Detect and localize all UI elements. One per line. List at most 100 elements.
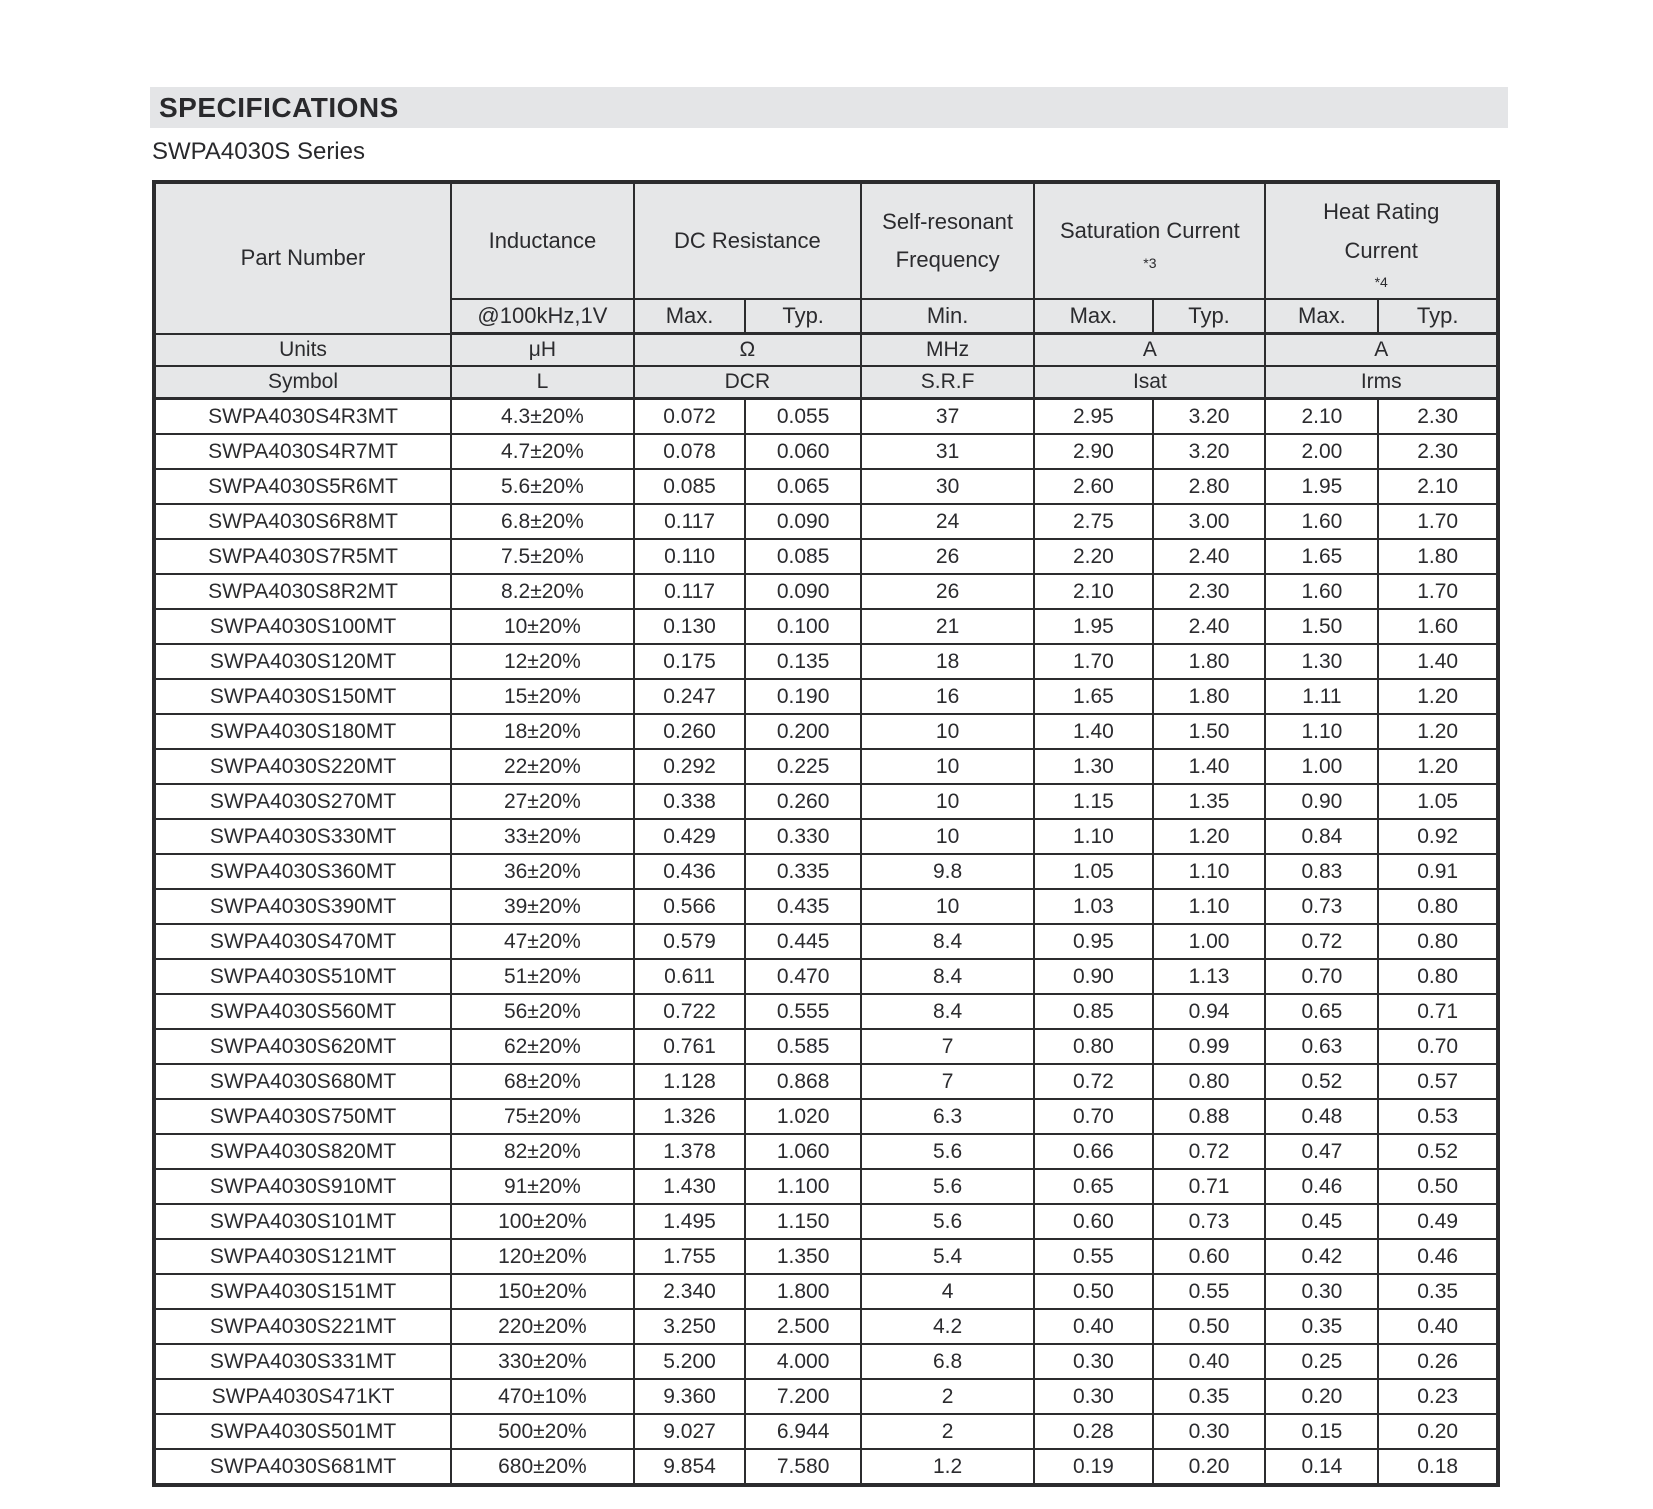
srf-min-cell: 5.4 [859, 1238, 1036, 1275]
irms-typ-cell: 0.40 [1377, 1308, 1499, 1345]
inductance-cell: 100±20% [450, 1203, 635, 1240]
srf-min-cell: 30 [859, 468, 1036, 505]
subheader-dcr-typ: Typ. [744, 298, 862, 335]
irms-max-cell: 0.65 [1264, 993, 1380, 1030]
isat-max-cell: 0.72 [1033, 1063, 1154, 1100]
dcr-typ-cell: 0.190 [744, 678, 862, 715]
irms-max-cell: 1.10 [1264, 713, 1380, 750]
dcr-typ-cell: 1.020 [744, 1098, 862, 1135]
isat-typ-cell: 0.35 [1151, 1378, 1267, 1415]
srf-min-cell: 10 [859, 818, 1036, 855]
part-number-cell: SWPA4030S750MT [152, 1098, 453, 1135]
dcr-max-cell: 0.566 [632, 888, 747, 925]
irms-max-cell: 0.63 [1264, 1028, 1380, 1065]
table-row: SWPA4030S750MT 75±20% 1.326 1.020 6.3 0.70 0.8… [152, 1098, 1499, 1135]
dcr-typ-cell: 0.868 [744, 1063, 862, 1100]
irms-typ-cell: 0.57 [1377, 1063, 1499, 1100]
symbol-label: Symbol [152, 365, 453, 400]
dcr-max-cell: 0.579 [632, 923, 747, 960]
inductance-cell: 39±20% [450, 888, 635, 925]
srf-min-cell: 37 [859, 397, 1036, 435]
isat-typ-cell: 0.88 [1151, 1098, 1267, 1135]
irms-max-cell: 1.95 [1264, 468, 1380, 505]
isat-typ-cell: 2.80 [1151, 468, 1267, 505]
dcr-max-cell: 5.200 [632, 1343, 747, 1380]
irms-max-cell: 2.00 [1264, 433, 1380, 470]
irms-typ-cell: 1.20 [1377, 713, 1499, 750]
inductance-cell: 47±20% [450, 923, 635, 960]
isat-typ-cell: 0.71 [1151, 1168, 1267, 1205]
header-row-sub: @100kHz,1V Max. Typ. Min. Max. Typ. Max.… [154, 298, 1499, 335]
dcr-typ-cell: 0.200 [744, 713, 862, 750]
irms-typ-cell: 1.60 [1377, 608, 1499, 645]
table-row: SWPA4030S360MT 36±20% 0.436 0.335 9.8 1.05 1.1… [152, 853, 1499, 890]
irms-typ-cell: 2.10 [1377, 468, 1499, 505]
header-saturation-label: Saturation Current [1059, 218, 1240, 244]
isat-max-cell: 1.40 [1033, 713, 1154, 750]
irms-typ-cell: 1.40 [1377, 643, 1499, 680]
units-inductance: μH [450, 332, 635, 367]
part-number-cell: SWPA4030S820MT [152, 1133, 453, 1170]
dcr-max-cell: 9.854 [632, 1448, 747, 1486]
isat-max-cell: 0.50 [1033, 1273, 1154, 1310]
dcr-typ-cell: 0.555 [744, 993, 862, 1030]
part-number-cell: SWPA4030S681MT [152, 1448, 453, 1486]
part-number-cell: SWPA4030S220MT [152, 748, 453, 785]
subheader-isat-max: Max. [1033, 298, 1154, 335]
isat-typ-cell: 1.80 [1151, 643, 1267, 680]
inductance-cell: 10±20% [450, 608, 635, 645]
isat-max-cell: 0.90 [1033, 958, 1154, 995]
dcr-max-cell: 0.292 [632, 748, 747, 785]
subheader-irms-typ: Typ. [1377, 298, 1499, 335]
table-row: SWPA4030S7R5MT 7.5±20% 0.110 0.085 26 2.20 2.4… [152, 538, 1499, 575]
isat-max-cell: 0.85 [1033, 993, 1154, 1030]
inductance-cell: 6.8±20% [450, 503, 635, 540]
header-self-resonant-frequency: Self-resonant Frequency [859, 181, 1036, 300]
header-self-resonant-line1: Self-resonant [882, 208, 1014, 234]
irms-max-cell: 0.20 [1264, 1378, 1380, 1415]
table-row: SWPA4030S390MT 39±20% 0.566 0.435 10 1.03 1.10… [152, 888, 1499, 925]
isat-typ-cell: 0.80 [1151, 1063, 1267, 1100]
irms-typ-cell: 0.80 [1377, 923, 1499, 960]
subheader-dcr-max: Max. [632, 298, 747, 335]
inductance-cell: 4.7±20% [450, 433, 635, 470]
irms-max-cell: 0.47 [1264, 1133, 1380, 1170]
dcr-max-cell: 1.755 [632, 1238, 747, 1275]
table-row: SWPA4030S8R2MT 8.2±20% 0.117 0.090 26 2.10 2.3… [152, 573, 1499, 610]
irms-typ-cell: 0.20 [1377, 1413, 1499, 1450]
inductance-cell: 12±20% [450, 643, 635, 680]
isat-typ-cell: 0.73 [1151, 1203, 1267, 1240]
irms-typ-cell: 0.92 [1377, 818, 1499, 855]
isat-max-cell: 2.60 [1033, 468, 1154, 505]
inductance-cell: 91±20% [450, 1168, 635, 1205]
dcr-max-cell: 0.338 [632, 783, 747, 820]
dcr-typ-cell: 0.090 [744, 503, 862, 540]
irms-max-cell: 1.60 [1264, 503, 1380, 540]
units-srf: MHz [859, 332, 1036, 367]
inductance-cell: 33±20% [450, 818, 635, 855]
inductance-cell: 68±20% [450, 1063, 635, 1100]
dcr-typ-cell: 0.135 [744, 643, 862, 680]
part-number-cell: SWPA4030S680MT [152, 1063, 453, 1100]
table-row: SWPA4030S150MT 15±20% 0.247 0.190 16 1.65 1.80… [152, 678, 1499, 715]
dcr-max-cell: 0.175 [632, 643, 747, 680]
srf-min-cell: 8.4 [859, 993, 1036, 1030]
irms-max-cell: 0.25 [1264, 1343, 1380, 1380]
table-row: SWPA4030S820MT 82±20% 1.378 1.060 5.6 0.66 0.7… [152, 1133, 1499, 1170]
units-row: Units μH Ω MHz A A [152, 332, 1499, 367]
isat-typ-cell: 2.40 [1151, 538, 1267, 575]
part-number-cell: SWPA4030S510MT [152, 958, 453, 995]
part-number-cell: SWPA4030S620MT [152, 1028, 453, 1065]
part-number-cell: SWPA4030S7R5MT [152, 538, 453, 575]
inductance-cell: 7.5±20% [450, 538, 635, 575]
dcr-typ-cell: 0.085 [744, 538, 862, 575]
isat-max-cell: 0.80 [1033, 1028, 1154, 1065]
irms-typ-cell: 0.23 [1377, 1378, 1499, 1415]
dcr-typ-cell: 0.260 [744, 783, 862, 820]
table-row: SWPA4030S270MT 27±20% 0.338 0.260 10 1.15 1.35… [152, 783, 1499, 820]
part-number-cell: SWPA4030S221MT [152, 1308, 453, 1345]
part-number-cell: SWPA4030S331MT [152, 1343, 453, 1380]
irms-max-cell: 0.70 [1264, 958, 1380, 995]
symbol-dcr: DCR [632, 365, 862, 400]
